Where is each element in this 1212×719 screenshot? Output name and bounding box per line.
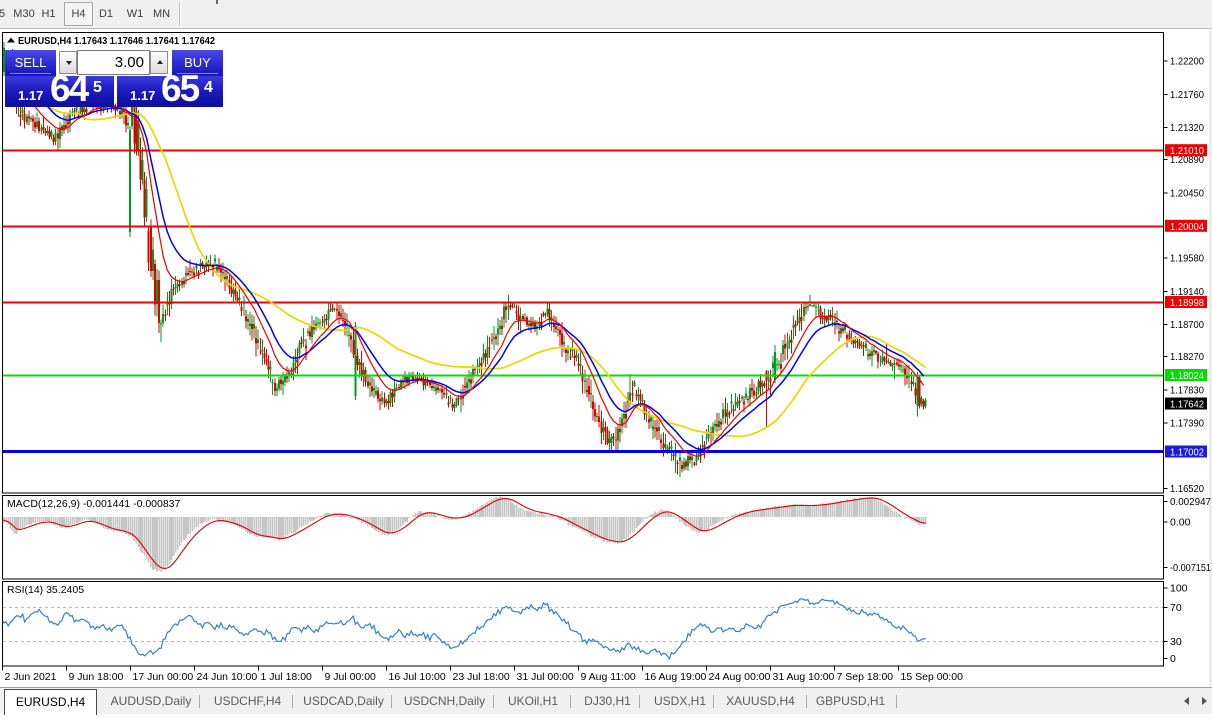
svg-text:1 Jul 18:00: 1 Jul 18:00 [261, 671, 313, 683]
svg-text:100: 100 [1170, 583, 1188, 595]
svg-text:1.18024: 1.18024 [1170, 370, 1204, 382]
svg-text:1.17390: 1.17390 [1170, 417, 1204, 429]
svg-text:RSI(14) 35.2405: RSI(14) 35.2405 [7, 584, 84, 596]
svg-text:31 Jul 00:00: 31 Jul 00:00 [517, 671, 574, 683]
svg-text:1.19580: 1.19580 [1170, 253, 1204, 265]
svg-text:9 Aug 11:00: 9 Aug 11:00 [581, 671, 636, 683]
svg-text:1.17002: 1.17002 [1170, 447, 1204, 459]
svg-text:7 Sep 18:00: 7 Sep 18:00 [837, 671, 894, 683]
svg-text:30: 30 [1170, 636, 1182, 648]
svg-text:1.19140: 1.19140 [1170, 286, 1204, 298]
svg-text:1.20004: 1.20004 [1170, 221, 1204, 233]
svg-text:9 Jul 00:00: 9 Jul 00:00 [325, 671, 377, 683]
svg-text:0: 0 [1170, 653, 1176, 665]
svg-text:1.17642: 1.17642 [1170, 399, 1204, 411]
svg-text:24 Aug 00:00: 24 Aug 00:00 [709, 671, 771, 683]
svg-text:31 Aug 10:00: 31 Aug 10:00 [773, 671, 835, 683]
svg-text:70: 70 [1170, 602, 1182, 614]
svg-text:2 Jun 2021: 2 Jun 2021 [5, 671, 57, 683]
svg-text:MACD(12,26,9) -0.001441 -0.000: MACD(12,26,9) -0.001441 -0.000837 [7, 498, 181, 510]
svg-text:1.21760: 1.21760 [1170, 89, 1204, 101]
svg-text:0.00: 0.00 [1170, 517, 1191, 529]
svg-text:1.21010: 1.21010 [1170, 145, 1204, 157]
svg-text:16 Jul 10:00: 16 Jul 10:00 [389, 671, 446, 683]
svg-text:1.18998: 1.18998 [1170, 297, 1204, 309]
svg-text:1.22200: 1.22200 [1170, 56, 1204, 68]
svg-text:16 Aug 19:00: 16 Aug 19:00 [645, 671, 707, 683]
svg-text:17 Jun 00:00: 17 Jun 00:00 [133, 671, 194, 683]
svg-text:1.21320: 1.21320 [1170, 122, 1204, 134]
svg-text:1.18700: 1.18700 [1170, 319, 1204, 331]
svg-text:-0.007151: -0.007151 [1170, 562, 1211, 574]
svg-text:9 Jun 18:00: 9 Jun 18:00 [69, 671, 124, 683]
svg-text:0.002947: 0.002947 [1170, 496, 1211, 508]
svg-text:1.20890: 1.20890 [1170, 154, 1204, 166]
svg-text:15 Sep 00:00: 15 Sep 00:00 [901, 671, 964, 683]
svg-text:1.16520: 1.16520 [1170, 483, 1204, 495]
svg-text:EURUSD,H4 1.17643 1.17646 1.1: EURUSD,H4 1.17643 1.17646 1.17641 1.1764… [18, 35, 215, 47]
svg-text:24 Jun 10:00: 24 Jun 10:00 [197, 671, 258, 683]
svg-text:1.20450: 1.20450 [1170, 187, 1204, 199]
svg-text:1.18270: 1.18270 [1170, 351, 1204, 363]
svg-text:23 Jul 18:00: 23 Jul 18:00 [453, 671, 510, 683]
svg-text:1.17830: 1.17830 [1170, 384, 1204, 396]
